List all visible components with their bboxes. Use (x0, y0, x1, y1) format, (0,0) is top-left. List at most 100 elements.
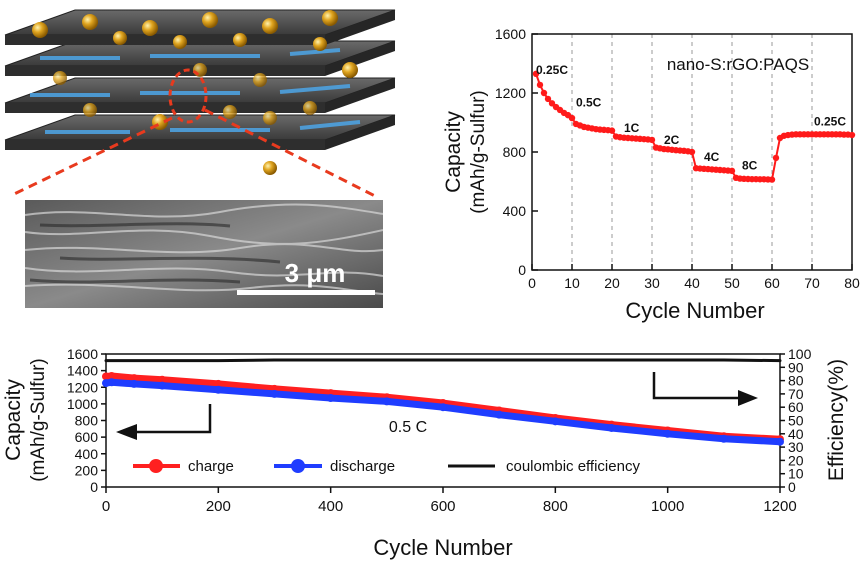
cycle-ytick-left-label-4: 800 (75, 413, 99, 429)
cycle-series-1-point (270, 389, 279, 398)
rate-point (536, 81, 544, 89)
polymer-layers (30, 48, 361, 134)
cycle-ytick-right-label-0: 0 (788, 479, 796, 495)
cycle-ytick-left-label-0: 0 (90, 479, 98, 495)
cycle-ylabel-left-line2: (mAh/g-Sulfur) (28, 358, 49, 482)
axis-pointer-arrows (116, 372, 758, 440)
legend-item-efficiency: coulombic efficiency (448, 458, 640, 475)
rate-ylabel: Capacity (mAh/g-Sulfur) (442, 90, 489, 214)
rate-capability-chart: Capacity (mAh/g-Sulfur) 0 10 20 30 40 50 60 70 8… (442, 26, 860, 323)
rate-point (728, 167, 736, 175)
rate-xtick-label-3: 30 (644, 275, 660, 291)
cycle-annotation: 0.5 C (389, 419, 427, 436)
right-axis-arrow (652, 372, 740, 400)
legend-discharge-marker (291, 459, 305, 473)
legend-item-charge: charge (133, 458, 234, 475)
rate-plot-area: 0 10 20 30 40 50 60 70 800400800120016000.25C0.5… (495, 26, 860, 291)
rate-label-3: 2C (664, 133, 680, 147)
rate-ytick-label-4: 1600 (495, 26, 526, 42)
cycle-series-1-point (439, 403, 447, 412)
cycle-xtick-label-4: 800 (543, 498, 568, 515)
rate-xtick-label-7: 70 (804, 275, 820, 291)
cycle-ylabel-left-line1: Capacity (2, 379, 25, 461)
cycle-legend: charge discharge coulombic efficiency (133, 458, 640, 475)
rate-ylabel-line1: Capacity (442, 111, 465, 193)
rate-xtick-label-6: 60 (764, 275, 780, 291)
cycle-series-1-point (719, 434, 728, 443)
rate-point (688, 148, 696, 156)
cycle-series-0-point (158, 375, 167, 384)
cycle-series-1-point (382, 397, 391, 406)
cycle-ytick-right-label-3: 30 (788, 439, 804, 455)
cycle-series-1-point (607, 423, 616, 432)
zoom-line-right (204, 108, 376, 198)
cycle-ytick-left-label-8: 1600 (67, 346, 98, 362)
rate-point (848, 131, 856, 139)
rate-label-5: 8C (742, 159, 758, 173)
rate-ytick-label-3: 1200 (495, 85, 526, 101)
cycle-series-2-line (104, 358, 782, 363)
rate-point (608, 127, 616, 134)
rate-xtick-label-5: 50 (724, 275, 740, 291)
cycle-ytick-left-label-1: 200 (75, 462, 99, 478)
cycle-xlabel: Cycle Number (373, 535, 512, 560)
rate-ytick-label-2: 800 (503, 144, 527, 160)
rate-label-6: 0.25C (814, 114, 846, 128)
cycle-ytick-right-label-10: 100 (788, 346, 812, 362)
cycle-series-1-point (130, 379, 139, 388)
cycle-ytick-right-label-2: 20 (788, 452, 804, 468)
cycle-ytick-right-label-9: 90 (788, 359, 804, 375)
graphene-sheets (4, 9, 396, 150)
cycle-series-0-point (107, 372, 116, 381)
legend-charge-label: charge (188, 458, 234, 475)
cycle-ylabel-left: Capacity (mAh/g-Sulfur) (2, 358, 49, 482)
scale-bar (237, 290, 375, 295)
rate-point (540, 89, 548, 97)
layered-structure-illustration: 3 μm (4, 9, 396, 308)
cycle-xtick-label-3: 600 (430, 498, 455, 515)
cycle-series-1-point (495, 410, 504, 419)
cycle-ytick-left-label-7: 1400 (67, 363, 98, 379)
rate-label-0: 0.25C (536, 63, 568, 77)
cycle-series-0-point (214, 379, 223, 388)
right-axis-arrowhead (738, 390, 758, 406)
cycle-ylabel-right: Efficiency(%) (825, 359, 848, 481)
cycle-series-1-point (158, 381, 167, 390)
legend-discharge-label: discharge (330, 458, 395, 475)
cycle-xtick-label-6: 1200 (763, 498, 796, 515)
rate-xtick-label-0: 0 (528, 275, 536, 291)
cycle-series-1-point (326, 394, 335, 403)
rate-xtick-label-8: 80 (844, 275, 860, 291)
cycle-ytick-right-label-6: 60 (788, 399, 804, 415)
cycle-ytick-right-label-4: 40 (788, 426, 804, 442)
cycle-xtick-label-2: 400 (318, 498, 343, 515)
sem-image: 3 μm (24, 200, 384, 308)
cycle-ytick-right-label-8: 80 (788, 373, 804, 389)
cycle-series-0-point (130, 374, 139, 383)
left-axis-arrowhead (116, 424, 137, 440)
legend-charge-marker (149, 459, 163, 473)
rate-xtick-label-1: 10 (564, 275, 580, 291)
cycle-series-1-point (214, 385, 223, 394)
rate-xlabel: Cycle Number (625, 298, 764, 323)
cycle-series-1-point (107, 378, 116, 387)
cycle-ytick-left-label-6: 1200 (67, 379, 98, 395)
scale-bar-label: 3 μm (285, 258, 346, 288)
rate-point (568, 114, 576, 122)
legend-efficiency-label: coulombic efficiency (506, 458, 640, 475)
rate-point (648, 136, 656, 144)
zoom-circle (168, 68, 208, 124)
cycle-xtick-label-0: 0 (102, 498, 110, 515)
left-axis-arrow (135, 404, 212, 434)
rate-label-2: 1C (624, 121, 640, 135)
rate-xtick-label-4: 40 (684, 275, 700, 291)
cycle-ytick-left-label-5: 1000 (67, 396, 98, 412)
cycle-series-1-point (663, 429, 672, 438)
rate-annotation: nano-S:rGO:PAQS (667, 55, 809, 74)
cycle-ytick-right-label-1: 10 (788, 466, 804, 482)
cycle-ytick-right-label-7: 70 (788, 386, 804, 402)
cycle-ytick-left-label-2: 400 (75, 446, 99, 462)
cycle-plot-area: 0 200 400 600 800 1000 12000200400600800100012… (67, 346, 812, 515)
rate-label-1: 0.5C (576, 95, 602, 109)
